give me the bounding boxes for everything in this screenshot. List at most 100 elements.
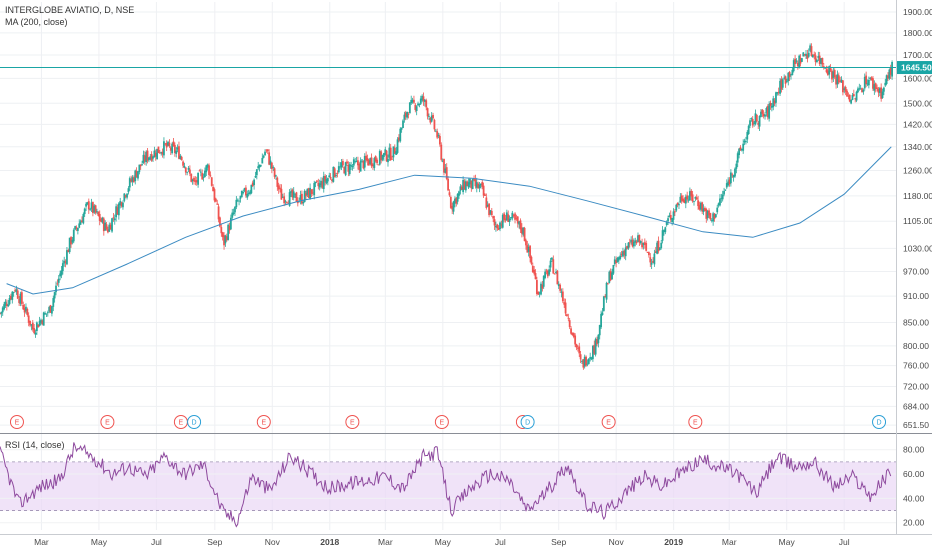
- candle-body: [531, 265, 534, 273]
- candle-body: [714, 214, 717, 218]
- candle-body: [822, 66, 825, 67]
- candle-body: [134, 170, 137, 182]
- candle-body: [781, 79, 784, 88]
- earnings-marker[interactable]: E: [9, 415, 24, 429]
- event-marker-label: E: [350, 420, 355, 427]
- earnings-marker[interactable]: E: [601, 415, 616, 429]
- candle-body: [44, 313, 46, 315]
- event-markers[interactable]: EEEDEEEEDEED: [9, 415, 887, 429]
- candle-body: [833, 70, 836, 77]
- candle-body: [557, 284, 560, 287]
- event-marker-label: E: [693, 420, 698, 427]
- earnings-marker[interactable]: E: [173, 415, 188, 429]
- candle-body: [119, 201, 122, 206]
- candle-body: [687, 199, 690, 201]
- dividend-marker[interactable]: D: [520, 415, 535, 429]
- earnings-marker[interactable]: E: [100, 415, 115, 429]
- candle-body: [481, 182, 484, 187]
- candle-body: [171, 143, 174, 154]
- candle-body: [862, 89, 865, 92]
- candle-body: [408, 102, 411, 114]
- rsi-band: [0, 461, 896, 511]
- candle-body: [126, 193, 128, 198]
- candle-body: [194, 180, 197, 182]
- event-marker-circle: [100, 415, 115, 429]
- candle-body: [488, 203, 490, 216]
- candle-body: [303, 190, 306, 203]
- candle-body: [597, 334, 600, 344]
- candle-body: [10, 295, 12, 300]
- earnings-marker[interactable]: E: [434, 415, 449, 429]
- candle-body: [187, 167, 190, 170]
- candle-body: [772, 98, 775, 108]
- candle-body: [679, 196, 682, 203]
- event-marker-circle: [256, 415, 271, 429]
- candle-body: [742, 143, 745, 151]
- candle-body: [840, 79, 843, 83]
- candle-body: [376, 159, 378, 164]
- candle-body: [510, 217, 512, 219]
- candle-body: [216, 203, 219, 205]
- candle-body: [208, 165, 210, 175]
- candle-body: [193, 177, 195, 182]
- candle-body: [436, 131, 439, 138]
- time-axis[interactable]: Mar May Jul Sep Nov 2018 Mar May Jul Sep Nov 2019 Ma…: [34, 537, 850, 547]
- candle-body: [150, 154, 153, 161]
- candle-body: [768, 103, 771, 119]
- candle-body: [157, 146, 160, 154]
- candle-body: [828, 66, 831, 75]
- candle-body: [20, 292, 23, 304]
- candle-body: [724, 189, 727, 191]
- candle-body: [195, 180, 198, 183]
- candle-body: [42, 312, 45, 326]
- candle-body: [359, 160, 362, 172]
- event-marker-label: E: [179, 420, 184, 427]
- candle-body: [608, 271, 611, 283]
- candle-body: [649, 257, 652, 263]
- candle-body: [570, 328, 572, 334]
- rsi-axis[interactable]: 80.00 60.00 40.00 20.00: [903, 445, 925, 528]
- candle-body: [228, 225, 231, 231]
- candle-body: [27, 315, 30, 323]
- candle-body: [548, 269, 551, 275]
- candle-body: [343, 167, 346, 174]
- candle-body: [799, 57, 802, 64]
- candle-body: [326, 178, 329, 182]
- candle-body: [467, 182, 470, 188]
- candle-body: [593, 345, 596, 354]
- candle-body: [572, 333, 575, 337]
- candle-body: [135, 170, 138, 178]
- candle-body: [749, 120, 751, 126]
- candle-body: [708, 210, 710, 216]
- rsi-tick-label: 20.00: [903, 518, 925, 528]
- earnings-marker[interactable]: E: [345, 415, 360, 429]
- candle-body: [79, 221, 82, 225]
- time-tick-label: Nov: [265, 537, 281, 547]
- candle-body: [268, 152, 271, 165]
- candle-body: [97, 211, 100, 216]
- candle-body: [277, 185, 280, 190]
- price-gridlines: [0, 2, 896, 530]
- candle-body: [824, 67, 827, 69]
- candle-body: [739, 147, 742, 151]
- candle-body: [152, 156, 154, 159]
- earnings-marker[interactable]: E: [256, 415, 271, 429]
- price-tick-label: 1260.00: [903, 166, 932, 176]
- dividend-marker[interactable]: D: [872, 415, 887, 429]
- dividend-marker[interactable]: D: [187, 415, 202, 429]
- candle-body: [497, 227, 500, 230]
- price-axis[interactable]: 1900.00 1800.00 1700.00 1600.00 1500.00 1420.…: [903, 7, 932, 430]
- candle-body: [60, 270, 63, 276]
- candle-body: [693, 200, 695, 202]
- candle-body: [787, 72, 790, 82]
- price-tick-label: 850.00: [903, 317, 929, 327]
- candle-body: [276, 177, 279, 187]
- candle-body: [217, 206, 220, 220]
- candle-body: [285, 202, 288, 203]
- time-tick-label: Jul: [151, 537, 162, 547]
- earnings-marker[interactable]: E: [688, 415, 703, 429]
- candle-body: [55, 285, 57, 293]
- candle-body: [253, 179, 256, 186]
- candle-body: [212, 186, 215, 192]
